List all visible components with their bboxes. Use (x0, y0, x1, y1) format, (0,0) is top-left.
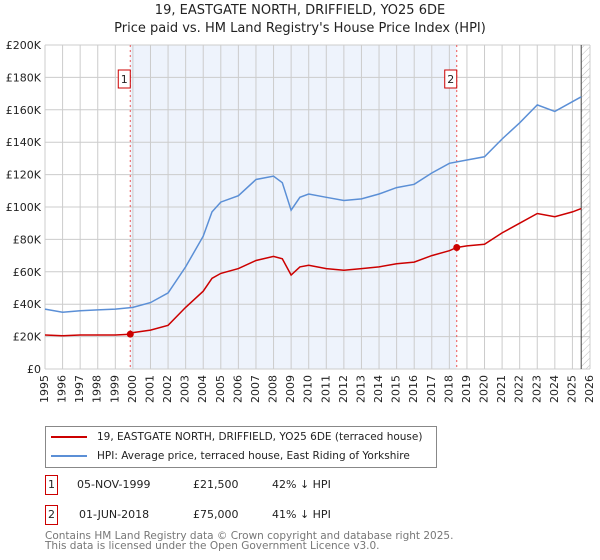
x-tick-label: 1997 (73, 375, 86, 403)
hpi-series-line (44, 96, 582, 314)
transaction-row: 1 05-NOV-1999 £21,500 42% ↓ HPI (45, 475, 600, 495)
transaction-hpi: 42% ↓ HPI (272, 478, 331, 491)
x-tick-label: 1999 (108, 375, 121, 403)
x-tick-label: 2017 (425, 375, 438, 403)
x-tick-label: 2021 (495, 375, 508, 403)
y-tick-label: £120K (6, 169, 42, 182)
x-tick-label: 2008 (267, 375, 280, 403)
x-tick-label: 2011 (319, 375, 332, 403)
x-tick-label: 1996 (56, 375, 69, 403)
x-tick-label: 2014 (372, 375, 385, 403)
sale-marker-label: 2 (447, 73, 454, 86)
transaction-price: £75,000 (193, 508, 239, 521)
transaction-row: 2 01-JUN-2018 £75,000 41% ↓ HPI (45, 505, 600, 525)
x-tick-label: 2005 (214, 375, 227, 403)
sale-point (453, 244, 461, 251)
x-tick-label: 2010 (302, 375, 315, 403)
y-tick-label: £60K (13, 266, 42, 279)
x-tick-label: 2013 (354, 375, 367, 403)
transaction-date: 05-NOV-1999 (77, 478, 151, 491)
chart-subtitle: Price paid vs. HM Land Registry's House … (114, 21, 486, 36)
x-tick-label: 1998 (91, 375, 104, 403)
x-tick-label: 2022 (513, 375, 526, 403)
x-tick-label: 2019 (460, 375, 473, 403)
chart-title: 19, EASTGATE NORTH, DRIFFIELD, YO25 6DE (154, 3, 446, 18)
x-tick-label: 2026 (583, 375, 596, 403)
x-tick-label: 2012 (337, 375, 350, 403)
price-chart: 1995 1996 1997 1998 1999 2000 2001 2002 2003 2004… (6, 39, 596, 403)
footer-line: This data is licensed under the Open Gov… (45, 540, 380, 552)
x-tick-label: 2018 (442, 375, 455, 403)
x-tick-label: 2002 (161, 375, 174, 403)
x-tick-label: 2000 (126, 375, 139, 403)
x-tick-label: 2004 (196, 375, 209, 403)
y-tick-label: £20K (13, 331, 42, 344)
legend-item-hpi: HPI: Average price, terraced house, East… (51, 448, 410, 464)
x-tick-label: 2001 (143, 375, 156, 403)
x-tick-label: 2024 (548, 375, 561, 403)
legend-item-property: 19, EASTGATE NORTH, DRIFFIELD, YO25 6DE … (51, 429, 422, 445)
sale-marker-box (444, 69, 458, 89)
legend: 19, EASTGATE NORTH, DRIFFIELD, YO25 6DE … (45, 426, 437, 468)
x-tick-label: 2006 (231, 375, 244, 403)
legend-label: 19, EASTGATE NORTH, DRIFFIELD, YO25 6DE … (97, 431, 423, 443)
x-tick-label: 2016 (407, 375, 420, 403)
legend-label: HPI: Average price, terraced house, East… (97, 450, 410, 462)
footer: Contains HM Land Registry data © Crown c… (45, 530, 454, 552)
legend-swatch-blue (51, 455, 87, 457)
x-tick-label: 2007 (249, 375, 262, 403)
transaction-date: 01-JUN-2018 (79, 508, 150, 521)
sale-marker-box (117, 69, 131, 89)
x-tick-label: 2009 (284, 375, 297, 403)
transaction-price: £21,500 (193, 478, 239, 491)
y-tick-label: £140K (6, 136, 42, 149)
x-tick-label: 2023 (530, 375, 543, 403)
footer-line: Contains HM Land Registry data © Crown c… (45, 530, 454, 542)
y-tick-label: £80K (13, 233, 42, 246)
transaction-badge: 1 (45, 475, 58, 495)
transaction-hpi: 41% ↓ HPI (272, 508, 331, 521)
sale-point (126, 330, 134, 338)
legend-swatch-red (51, 436, 87, 438)
x-tick-label: 2025 (565, 375, 578, 403)
y-tick-label: £200K (6, 39, 42, 52)
y-tick-label: £40K (13, 298, 42, 311)
x-tick-label: 2003 (179, 375, 192, 403)
y-tick-label: £180K (6, 71, 42, 84)
sale-marker-label: 1 (121, 73, 128, 86)
transaction-badge: 2 (45, 505, 58, 525)
y-tick-label: £160K (6, 104, 42, 117)
x-tick-label: 2020 (478, 375, 491, 403)
y-tick-label: £100K (6, 201, 42, 214)
y-tick-label: £0 (27, 363, 41, 376)
x-tick-label: 1995 (38, 375, 51, 403)
x-tick-label: 2015 (390, 375, 403, 403)
